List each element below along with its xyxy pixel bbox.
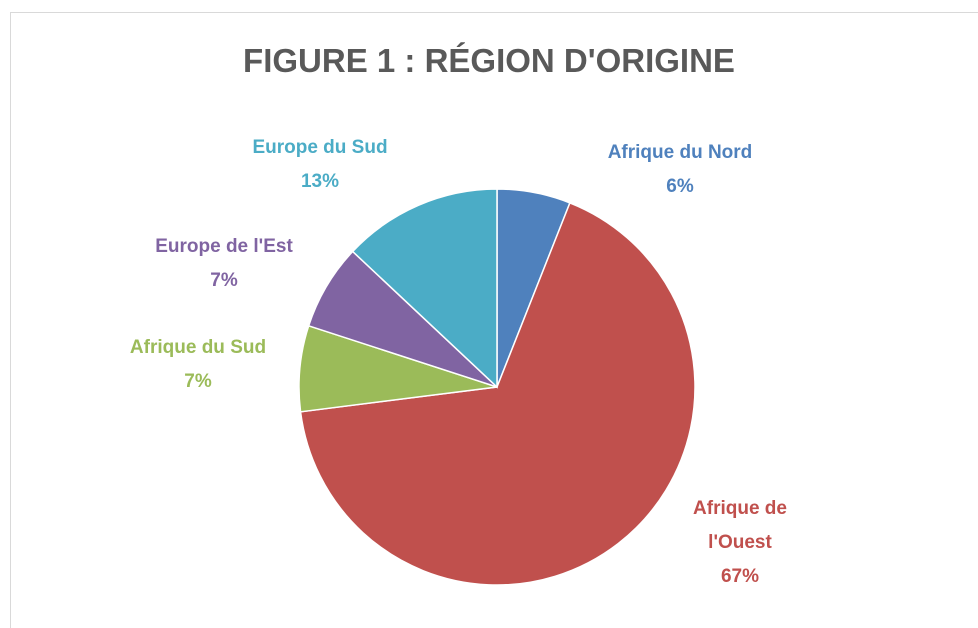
value-label: 67%: [720, 566, 760, 587]
category-label: Europe du Sud: [252, 137, 388, 158]
category-label: Afrique de l'Ouest: [693, 498, 787, 553]
category-label: Afrique du Nord: [607, 142, 753, 163]
slice-label: Afrique du Sud 7%: [98, 331, 298, 399]
slice-label: Europe du Sud 13%: [220, 131, 420, 199]
value-label: 7%: [184, 371, 212, 392]
value-label: 13%: [300, 171, 340, 192]
value-label: 7%: [210, 270, 238, 291]
pie-slice: [351, 188, 498, 389]
value-label: 6%: [666, 176, 694, 197]
category-label: Afrique du Sud: [129, 337, 267, 358]
slice-label: Europe de l'Est 7%: [124, 230, 324, 298]
slice-label: Afrique du Nord 6%: [580, 136, 780, 204]
chart-title: FIGURE 1 : RÉGION D'ORIGINE: [243, 42, 735, 79]
slice-label: Afrique de l'Ouest 67%: [685, 492, 795, 594]
chart-frame: [10, 12, 978, 628]
category-label: Europe de l'Est: [155, 236, 293, 257]
pie-slice: [299, 201, 696, 586]
